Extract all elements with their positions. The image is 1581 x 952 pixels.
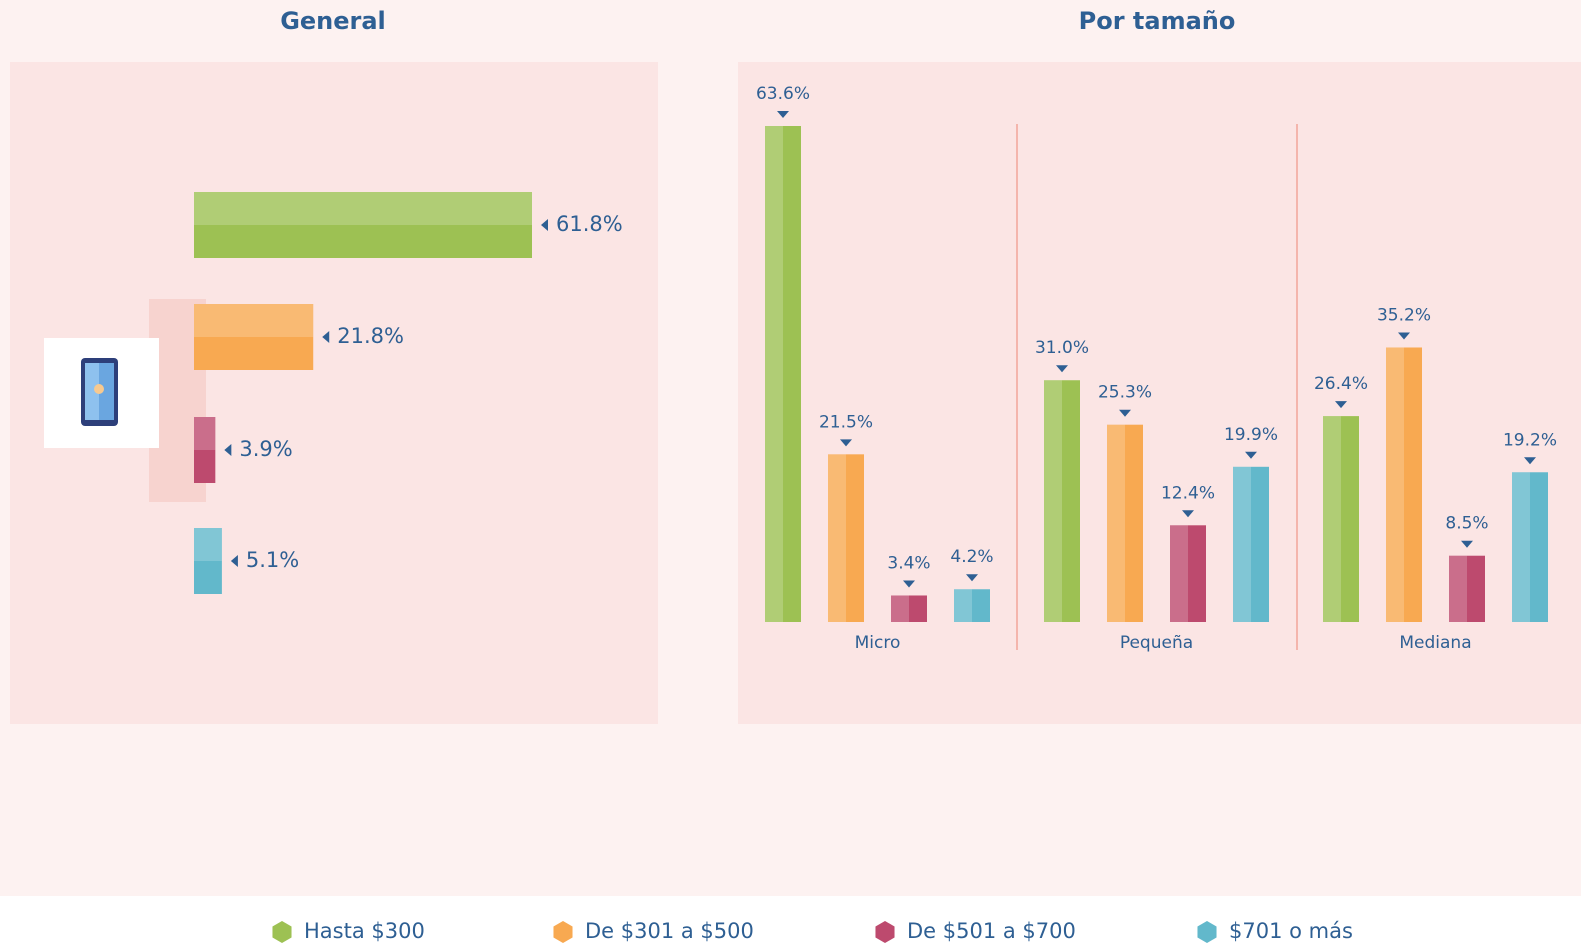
pointer bbox=[224, 444, 232, 456]
phone-handset bbox=[94, 384, 104, 394]
bar bbox=[1323, 416, 1359, 622]
value-label: 4.2% bbox=[950, 547, 993, 567]
value-label: 61.8% bbox=[556, 212, 623, 236]
pointer bbox=[1335, 401, 1347, 409]
chart-title: Por tamaño bbox=[1079, 7, 1236, 35]
legend-label: De $301 a $500 bbox=[585, 919, 754, 943]
legend-label: Hasta $300 bbox=[304, 919, 425, 943]
phone-screen-shade bbox=[99, 363, 114, 420]
legend-label: De $501 a $700 bbox=[907, 919, 1076, 943]
legend-swatch bbox=[553, 921, 573, 943]
pointer bbox=[1119, 409, 1131, 417]
bar-highlight bbox=[1107, 424, 1125, 622]
value-label: 31.0% bbox=[1035, 338, 1089, 358]
bar-highlight bbox=[1233, 466, 1251, 622]
value-label: 5.1% bbox=[246, 548, 299, 572]
bar-highlight bbox=[1512, 472, 1530, 622]
bar-highlight bbox=[194, 304, 314, 337]
value-label: 21.5% bbox=[819, 412, 873, 432]
bar bbox=[1233, 466, 1269, 622]
bar-highlight bbox=[194, 417, 216, 450]
bar bbox=[194, 528, 222, 594]
bar-highlight bbox=[194, 192, 532, 225]
pointer bbox=[1182, 510, 1194, 518]
bar bbox=[194, 417, 216, 483]
bar bbox=[828, 454, 864, 622]
bar-highlight bbox=[1044, 380, 1062, 622]
x-tick-label: Pequeña bbox=[1120, 633, 1193, 653]
pointer bbox=[1461, 540, 1473, 548]
legend-swatch bbox=[1197, 921, 1217, 943]
pointer bbox=[322, 331, 330, 343]
bar bbox=[765, 126, 801, 622]
pointer bbox=[541, 219, 548, 231]
bar-highlight bbox=[1170, 525, 1188, 622]
value-label: 12.4% bbox=[1161, 483, 1215, 503]
value-label: 8.5% bbox=[1445, 514, 1488, 534]
chart-title: General bbox=[280, 7, 386, 35]
pointer bbox=[1056, 365, 1068, 373]
value-label: 3.4% bbox=[887, 553, 930, 573]
value-label: 21.8% bbox=[337, 324, 404, 348]
pointer bbox=[966, 574, 978, 582]
bar bbox=[1107, 424, 1143, 622]
bar bbox=[1044, 380, 1080, 622]
legend-swatch bbox=[875, 921, 895, 943]
pointer bbox=[903, 580, 915, 588]
bar bbox=[1449, 555, 1485, 622]
legend-swatch bbox=[272, 921, 292, 943]
value-label: 19.9% bbox=[1224, 425, 1278, 445]
bar bbox=[1512, 472, 1548, 622]
bar bbox=[1170, 525, 1206, 622]
legend-label: $701 o más bbox=[1229, 919, 1353, 943]
pointer bbox=[1524, 457, 1536, 465]
bar-highlight bbox=[194, 528, 222, 561]
value-label: 26.4% bbox=[1314, 374, 1368, 394]
pointer bbox=[777, 111, 789, 118]
bar-highlight bbox=[828, 454, 846, 622]
bar bbox=[891, 595, 927, 622]
value-label: 3.9% bbox=[239, 437, 292, 461]
bar bbox=[194, 304, 314, 370]
pointer bbox=[840, 439, 852, 447]
bar-highlight bbox=[891, 595, 909, 622]
bar-highlight bbox=[765, 126, 783, 622]
bar bbox=[194, 192, 532, 258]
bar bbox=[1386, 347, 1422, 622]
bar bbox=[954, 589, 990, 622]
bar-highlight bbox=[954, 589, 972, 622]
x-tick-label: Mediana bbox=[1399, 633, 1471, 653]
pointer bbox=[1398, 332, 1410, 340]
value-label: 19.2% bbox=[1503, 430, 1557, 450]
bar-highlight bbox=[1449, 555, 1467, 622]
pointer bbox=[1245, 451, 1257, 459]
pointer bbox=[230, 555, 238, 567]
value-label: 63.6% bbox=[756, 84, 810, 104]
legend-band bbox=[0, 896, 1581, 952]
x-tick-label: Micro bbox=[855, 633, 901, 653]
bar-highlight bbox=[1323, 416, 1341, 622]
right-panel bbox=[738, 62, 1581, 724]
value-label: 25.3% bbox=[1098, 383, 1152, 403]
value-label: 35.2% bbox=[1377, 305, 1431, 325]
bar-highlight bbox=[1386, 347, 1404, 622]
